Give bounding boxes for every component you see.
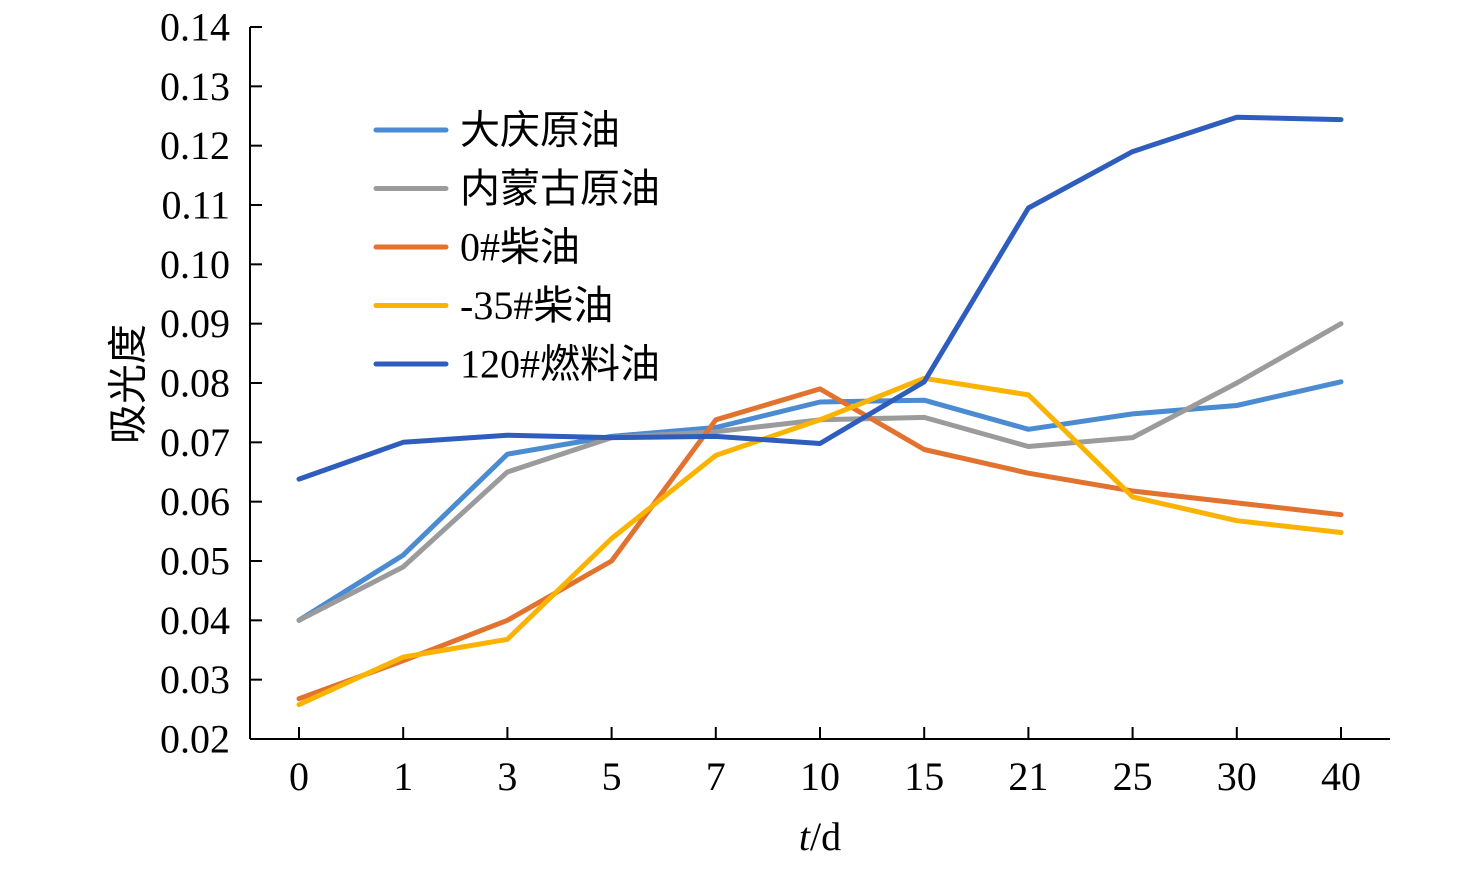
- x-tick-label: 7: [706, 754, 726, 799]
- y-tick-label: 0.10: [160, 242, 230, 287]
- series-line-5: [296, 114, 1344, 482]
- legend-label: 0#柴油: [460, 225, 580, 270]
- x-tick-label: 5: [602, 754, 622, 799]
- x-axis-title-unit: /d: [810, 814, 841, 859]
- y-tick-label: 0.03: [160, 657, 230, 702]
- legend-label: 大庆原油: [460, 108, 620, 153]
- x-tick-label: 1: [393, 754, 413, 799]
- y-tick-label: 0.08: [160, 361, 230, 406]
- y-tick-label: 0.05: [160, 539, 230, 584]
- legend-label: 120#燃料油: [460, 342, 660, 387]
- y-tick-label: 0.09: [160, 301, 230, 346]
- y-tick-label: 0.04: [160, 598, 230, 643]
- series-line-4: [296, 375, 1344, 708]
- y-tick-label: 0.11: [161, 183, 230, 228]
- y-axis-title: 吸光度: [106, 324, 151, 444]
- y-ticks: 0.02 0.03 0.04 0.05 0.06 0.07 0.08 0.09 0.10 0.11…: [160, 5, 262, 762]
- x-axis-title-variable: t: [799, 814, 811, 859]
- x-tick-label: 30: [1217, 754, 1257, 799]
- legend-label: 内蒙古原油: [460, 166, 660, 211]
- series-line-1: [296, 379, 1344, 623]
- x-tick-label: 40: [1321, 754, 1361, 799]
- x-ticks: 0 1 3 5 7 10 15 21 25 30 40: [289, 727, 1361, 799]
- y-tick-label: 0.07: [160, 420, 230, 465]
- x-tick-label: 21: [1008, 754, 1048, 799]
- x-axis-title: t/d: [799, 814, 841, 859]
- series-lines: [296, 114, 1344, 708]
- axes: [249, 27, 1390, 740]
- y-tick-label: 0.02: [160, 717, 230, 762]
- y-tick-label: 0.14: [160, 5, 230, 50]
- y-tick-label: 0.12: [160, 123, 230, 168]
- x-tick-label: 10: [800, 754, 840, 799]
- x-tick-label: 15: [904, 754, 944, 799]
- legend-label: -35#柴油: [460, 283, 613, 328]
- x-tick-label: 3: [497, 754, 517, 799]
- series-line-2: [296, 321, 1344, 623]
- y-tick-label: 0.06: [160, 479, 230, 524]
- x-tick-label: 25: [1113, 754, 1153, 799]
- series-line-3: [296, 386, 1344, 702]
- x-tick-label: 0: [289, 754, 309, 799]
- y-tick-label: 0.13: [160, 64, 230, 109]
